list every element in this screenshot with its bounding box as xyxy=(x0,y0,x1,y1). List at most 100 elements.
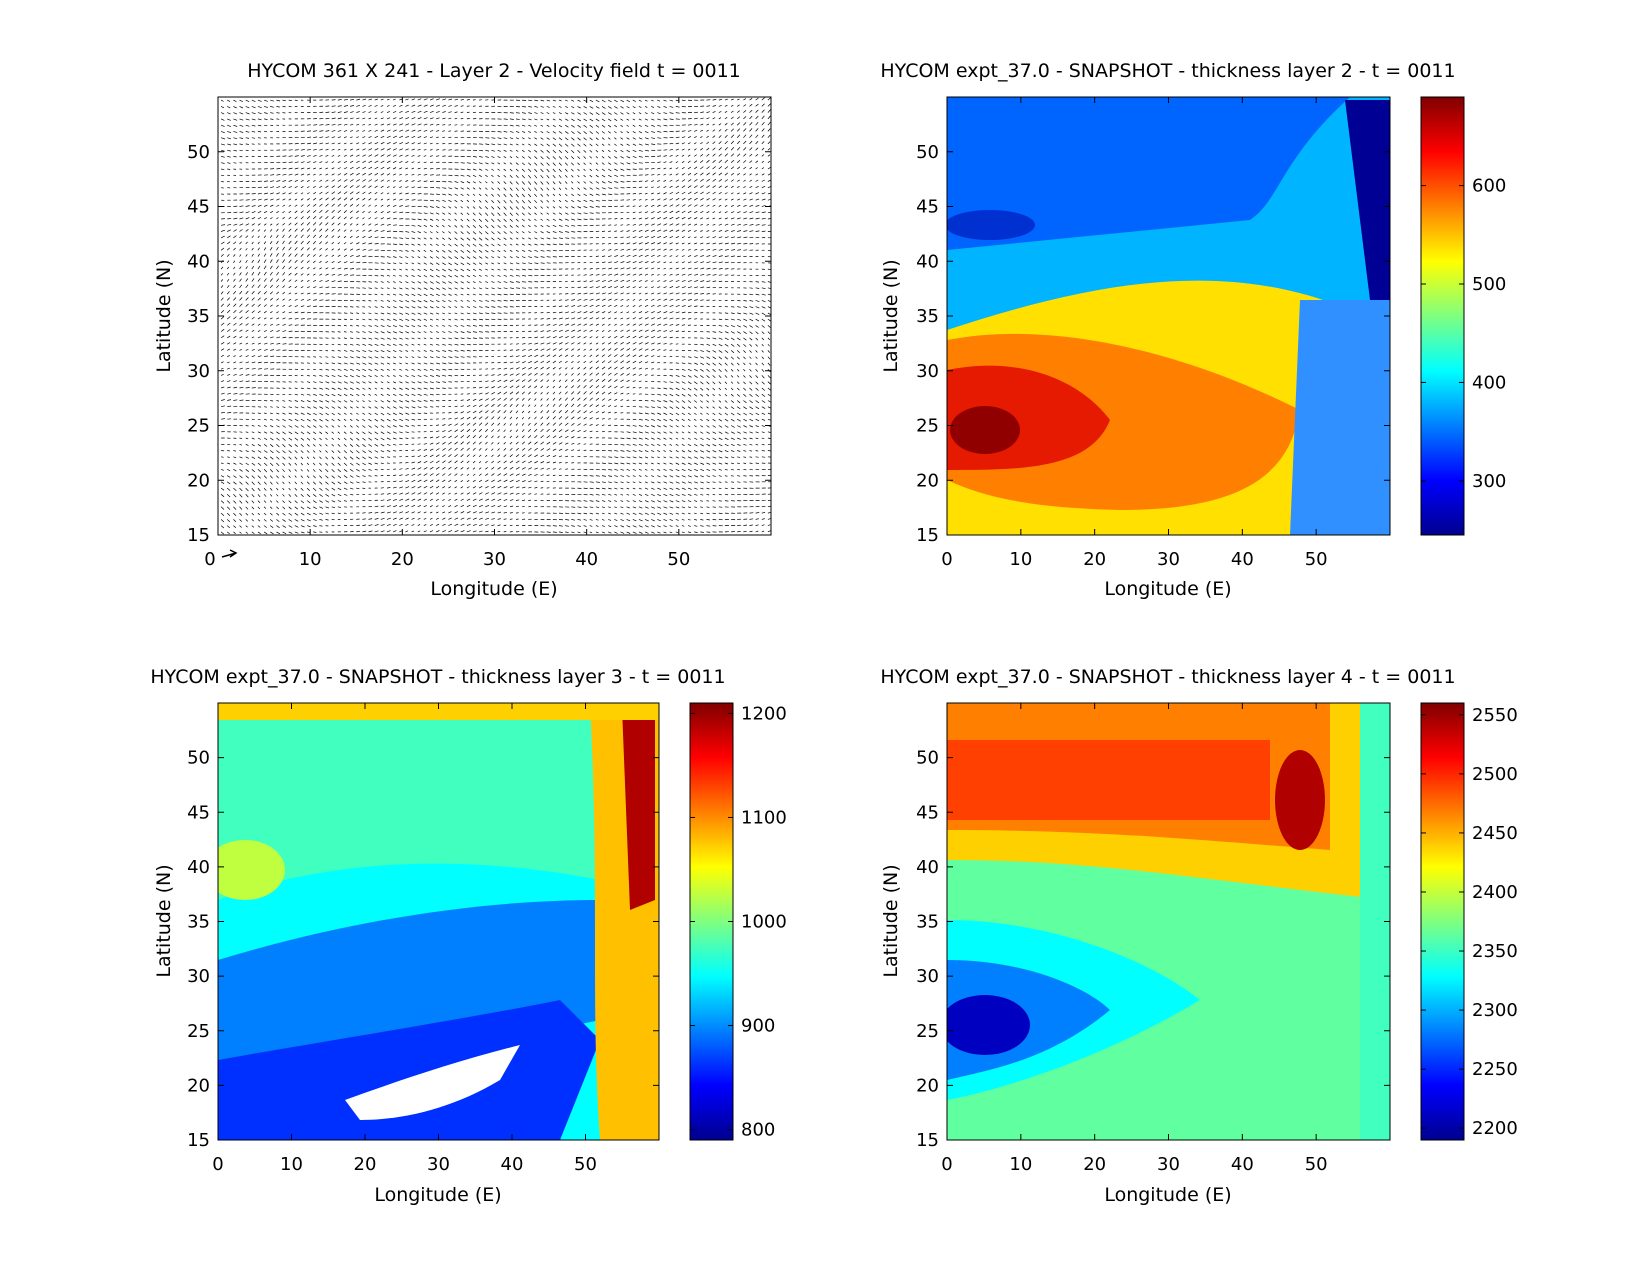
colorbar-tick-label: 2200 xyxy=(1472,1118,1518,1139)
y-tick-label: 25 xyxy=(916,1021,939,1042)
axes: 0 10 20 30 40 50 15 20 25 30 35 40 45 50 xyxy=(916,703,1390,1175)
x-tick-label: 20 xyxy=(1083,1154,1106,1175)
y-tick-label: 35 xyxy=(187,306,210,327)
arrow-field xyxy=(220,97,771,535)
y-tick-label: 40 xyxy=(187,251,210,272)
contour-field xyxy=(947,97,1390,535)
panel-title: HYCOM expt_37.0 - SNAPSHOT - thickness l… xyxy=(880,666,1455,688)
east-band xyxy=(1290,300,1390,535)
x-tick-label: 30 xyxy=(483,549,506,570)
colorbar-ticks: 2200 2250 2300 2350 2400 2450 2500 2550 xyxy=(1421,705,1518,1139)
x-tick-label: 30 xyxy=(427,1154,450,1175)
y-tick-label: 50 xyxy=(187,748,210,769)
y-tick-label: 50 xyxy=(916,748,939,769)
y-tick-label: 40 xyxy=(187,857,210,878)
y-tick-label: 15 xyxy=(916,1130,939,1151)
colorbar-ticks: 800 900 1000 1100 1200 xyxy=(690,703,787,1141)
reference-arrow xyxy=(221,549,238,558)
y-axis-label: Latitude (N) xyxy=(880,259,902,372)
colorbar-tick-label: 2350 xyxy=(1472,941,1518,962)
panel-velocity: HYCOM 361 X 241 - Layer 2 - Velocity fie… xyxy=(153,60,772,600)
colorbar xyxy=(689,702,734,1141)
x-tick-label: 20 xyxy=(391,549,414,570)
y-tick-label: 25 xyxy=(187,416,210,437)
plot-background xyxy=(218,97,771,535)
x-tick-label: 50 xyxy=(1305,1154,1328,1175)
y-tick-label: 15 xyxy=(187,1130,210,1151)
east-band xyxy=(1360,703,1390,1140)
colorbar-tick-label: 1200 xyxy=(741,703,787,724)
colorbar-tick-label: 900 xyxy=(741,1016,775,1037)
x-tick-label: 40 xyxy=(501,1154,524,1175)
x-tick-label: 10 xyxy=(299,549,322,570)
y-tick-label: 45 xyxy=(916,197,939,218)
y-axis-label: Latitude (N) xyxy=(153,864,175,977)
panel-title: HYCOM expt_37.0 - SNAPSHOT - thickness l… xyxy=(880,60,1455,82)
y-tick-label: 30 xyxy=(187,966,210,987)
x-tick-label: 10 xyxy=(280,1154,303,1175)
colorbar-tick-label: 400 xyxy=(1472,372,1506,393)
colorbar-tick-label: 2250 xyxy=(1472,1059,1518,1080)
x-tick-label: 0 xyxy=(212,1154,223,1175)
colorbar-tick-label: 300 xyxy=(1472,471,1506,492)
x-tick-label: 10 xyxy=(1009,549,1032,570)
panel-thickness-layer-3: HYCOM expt_37.0 - SNAPSHOT - thickness l… xyxy=(150,666,786,1206)
y-tick-label: 15 xyxy=(187,525,210,546)
contour-field xyxy=(218,703,659,1140)
y-tick-label: 50 xyxy=(187,142,210,163)
y-tick-label: 30 xyxy=(916,361,939,382)
y-tick-label: 30 xyxy=(916,966,939,987)
max-core xyxy=(950,406,1020,454)
axes: 0 10 20 30 40 50 15 20 25 30 35 40 45 50 xyxy=(916,97,1390,570)
x-axis-label: Longitude (E) xyxy=(374,1184,501,1206)
x-tick-label: 20 xyxy=(354,1154,377,1175)
colorbar xyxy=(1420,702,1465,1141)
panel-title: HYCOM 361 X 241 - Layer 2 - Velocity fie… xyxy=(247,60,741,82)
y-tick-label: 45 xyxy=(187,802,210,823)
y-tick-label: 15 xyxy=(916,525,939,546)
colorbar-tick-label: 500 xyxy=(1472,274,1506,295)
x-tick-label: 50 xyxy=(1305,549,1328,570)
y-tick-label: 50 xyxy=(916,142,939,163)
colorbar-tick-label: 2300 xyxy=(1472,1000,1518,1021)
x-tick-label: 40 xyxy=(1231,1154,1254,1175)
y-tick-label: 40 xyxy=(916,251,939,272)
reference-arrow-label: 0 xyxy=(204,549,215,570)
x-tick-label: 50 xyxy=(667,549,690,570)
panel-title: HYCOM expt_37.0 - SNAPSHOT - thickness l… xyxy=(150,666,725,688)
max-core xyxy=(1275,750,1325,850)
x-tick-label: 20 xyxy=(1083,549,1106,570)
high-west xyxy=(218,840,285,900)
y-tick-label: 25 xyxy=(187,1021,210,1042)
x-tick-label: 0 xyxy=(941,549,952,570)
y-tick-label: 35 xyxy=(916,306,939,327)
y-tick-label: 30 xyxy=(187,361,210,382)
velocity-arrows xyxy=(220,97,771,535)
colorbar-tick-label: 2500 xyxy=(1472,764,1518,785)
y-tick-label: 20 xyxy=(916,470,939,491)
colorbar-tick-label: 2400 xyxy=(1472,882,1518,903)
x-tick-label: 10 xyxy=(1009,1154,1032,1175)
y-tick-label: 45 xyxy=(187,197,210,218)
x-axis-label: Longitude (E) xyxy=(430,578,557,600)
y-tick-label: 35 xyxy=(187,912,210,933)
x-tick-label: 40 xyxy=(575,549,598,570)
axes: 10 20 30 40 50 15 20 25 30 35 40 45 50 xyxy=(187,97,771,570)
band-north-higher xyxy=(947,740,1270,820)
y-axis-label: Latitude (N) xyxy=(153,259,175,372)
y-tick-label: 35 xyxy=(916,912,939,933)
colorbar-tick-label: 2550 xyxy=(1472,705,1518,726)
colorbar xyxy=(1420,96,1465,536)
y-tick-label: 20 xyxy=(916,1075,939,1096)
min-core xyxy=(345,1045,520,1120)
x-axis-label: Longitude (E) xyxy=(1104,578,1231,600)
x-tick-label: 30 xyxy=(1157,1154,1180,1175)
axes: 0 10 20 30 40 50 15 20 25 30 35 40 45 50 xyxy=(187,703,659,1175)
colorbar-tick-label: 1000 xyxy=(741,912,787,933)
colorbar-tick-label: 1100 xyxy=(741,807,787,828)
y-tick-label: 40 xyxy=(916,857,939,878)
north-edge xyxy=(218,703,659,720)
band-north-low xyxy=(947,97,1350,250)
east-max xyxy=(622,708,655,910)
